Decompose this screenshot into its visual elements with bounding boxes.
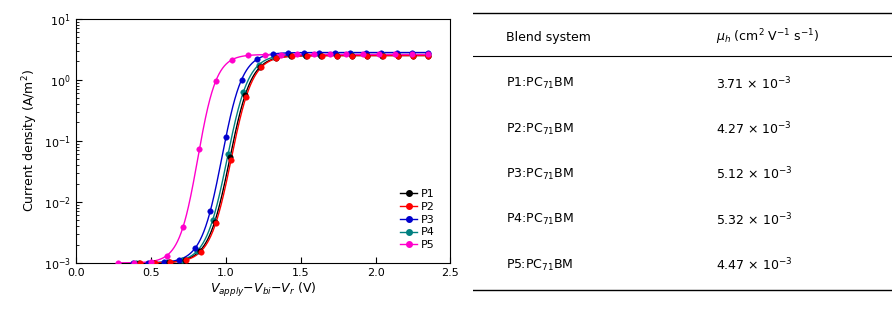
- Text: P3:PC$_{71}$BM: P3:PC$_{71}$BM: [507, 167, 574, 182]
- Text: P4:PC$_{71}$BM: P4:PC$_{71}$BM: [507, 212, 574, 227]
- Y-axis label: Current density (A/m$^2$): Current density (A/m$^2$): [21, 69, 40, 212]
- X-axis label: $V_{apply}$$-V_{bi}$$-V_r$ (V): $V_{apply}$$-V_{bi}$$-V_r$ (V): [210, 280, 317, 299]
- Text: P2:PC$_{71}$BM: P2:PC$_{71}$BM: [507, 121, 574, 136]
- Text: 4.27 $\times$ 10$^{-3}$: 4.27 $\times$ 10$^{-3}$: [716, 121, 792, 137]
- Text: 5.12 $\times$ 10$^{-3}$: 5.12 $\times$ 10$^{-3}$: [716, 166, 792, 183]
- Text: 4.47 $\times$ 10$^{-3}$: 4.47 $\times$ 10$^{-3}$: [716, 257, 792, 274]
- Text: Blend system: Blend system: [507, 31, 591, 44]
- Text: P1:PC$_{71}$BM: P1:PC$_{71}$BM: [507, 76, 574, 91]
- Text: 3.71 $\times$ 10$^{-3}$: 3.71 $\times$ 10$^{-3}$: [716, 75, 791, 92]
- Legend: P1, P2, P3, P4, P5: P1, P2, P3, P4, P5: [398, 187, 437, 253]
- Text: $\mu_h$ (cm$^2$ V$^{-1}$ s$^{-1}$): $\mu_h$ (cm$^2$ V$^{-1}$ s$^{-1}$): [716, 28, 820, 47]
- Text: 5.32 $\times$ 10$^{-3}$: 5.32 $\times$ 10$^{-3}$: [716, 211, 792, 228]
- Text: P5:PC$_{71}$BM: P5:PC$_{71}$BM: [507, 258, 574, 273]
